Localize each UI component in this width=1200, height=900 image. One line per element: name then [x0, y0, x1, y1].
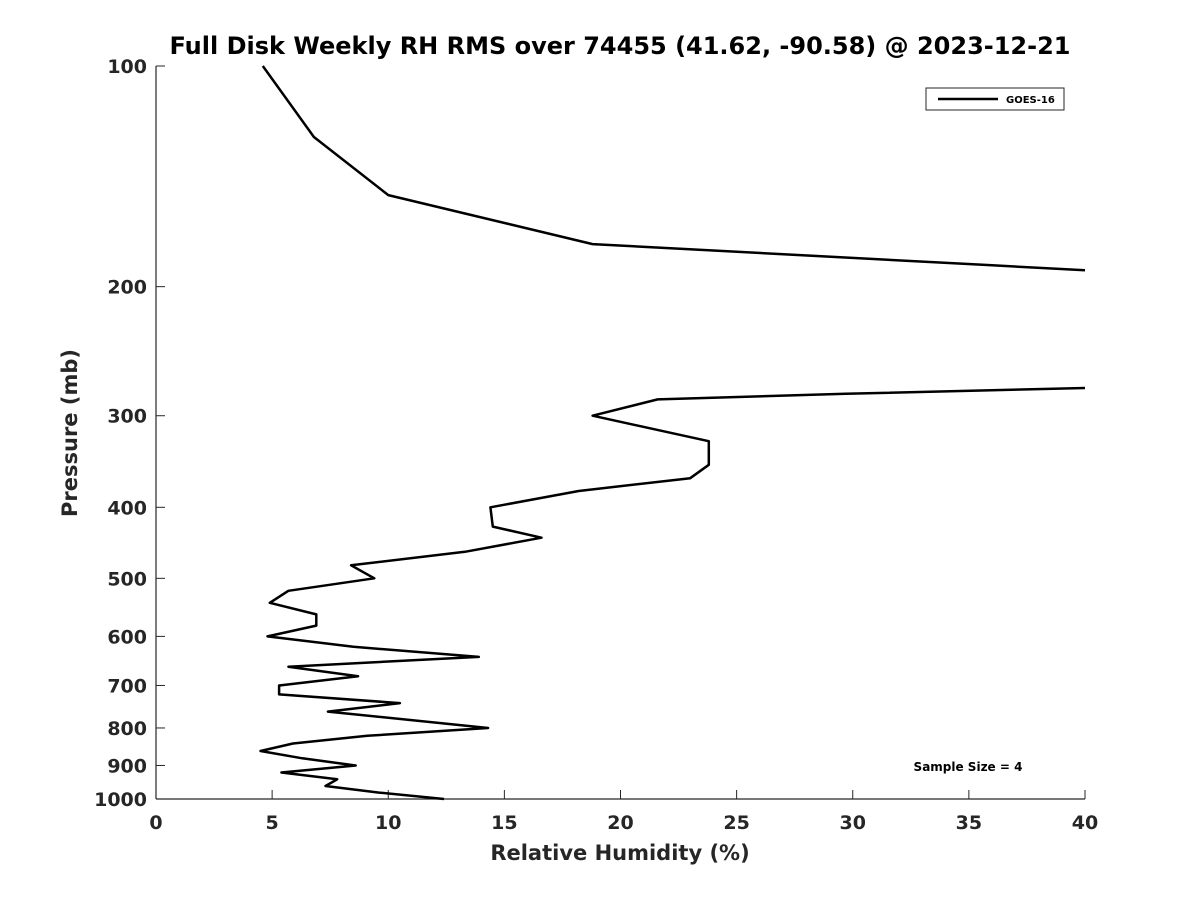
y-tick-label: 1000: [94, 789, 147, 811]
y-tick-label: 200: [107, 277, 147, 299]
y-tick-label: 300: [107, 406, 147, 428]
y-tick-label: 400: [107, 497, 147, 519]
y-axis-label: Pressure (mb): [58, 349, 82, 517]
x-axis-label: Relative Humidity (%): [490, 841, 749, 865]
x-tick-label: 5: [266, 812, 279, 834]
x-tick-label: 20: [607, 812, 633, 834]
x-tick-label: 40: [1072, 812, 1098, 834]
y-tick-label: 500: [107, 568, 147, 590]
legend: GOES-16: [925, 87, 1065, 111]
x-tick-label: 0: [149, 812, 162, 834]
axes: 0 5 10 15 20 25 30 35 40 100 200 300 400 500 600 700 800…: [94, 56, 1098, 834]
chart-title: Full Disk Weekly RH RMS over 74455 (41.6…: [169, 32, 1070, 60]
y-tick-label: 100: [107, 56, 147, 78]
legend-label: GOES-16: [1006, 95, 1055, 106]
x-tick-label: 30: [840, 812, 866, 834]
x-tick-label: 10: [375, 812, 401, 834]
y-tick-label: 800: [107, 718, 147, 740]
series-line-goes-16: [261, 65, 1086, 272]
sample-size-annotation: Sample Size = 4: [914, 760, 1023, 774]
y-tick-label: 700: [107, 675, 147, 697]
x-tick-label: 35: [956, 812, 982, 834]
x-tick-label: 25: [723, 812, 749, 834]
series-line-goes-16: [259, 386, 1086, 801]
x-tick-label: 15: [491, 812, 517, 834]
y-tick-label: 600: [107, 626, 147, 648]
plot-area: [259, 65, 1086, 801]
y-tick-label: 900: [107, 755, 147, 777]
